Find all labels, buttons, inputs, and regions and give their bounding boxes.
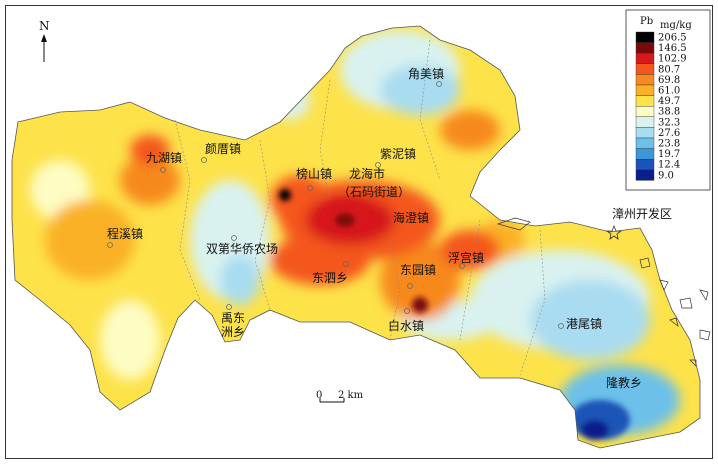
marker-dongyuan xyxy=(407,283,413,289)
legend-value: 19.7 xyxy=(658,149,680,160)
label-bangshan: 榜山镇 xyxy=(296,166,332,181)
label-zini: 紫泥镇 xyxy=(380,147,416,161)
label-gangwei: 港尾镇 xyxy=(566,317,602,331)
marker-jiuhu xyxy=(160,167,166,173)
islands xyxy=(496,217,711,367)
legend-value: 38.8 xyxy=(658,107,680,118)
legend-swatches: 206.5146.5102.980.769.861.049.738.832.32… xyxy=(635,31,687,181)
label-baishui: 白水镇 xyxy=(388,318,424,333)
label-shuangdi: 双第华侨农场 xyxy=(206,242,278,256)
label-shima: （石码街道） xyxy=(338,185,410,199)
north-arrow: N xyxy=(39,19,50,62)
place-labels: 角美镇 九湖镇 颜厝镇 紫泥镇 榜山镇 龙海市 （石码街道） 海澄镇 程溪镇 双… xyxy=(107,67,672,390)
marker-dongsi xyxy=(343,261,349,267)
label-yanxiu: 颜厝镇 xyxy=(205,141,241,156)
legend-swatch xyxy=(635,127,655,139)
marker-jiaomei xyxy=(436,81,442,87)
legend-swatch xyxy=(635,31,655,43)
legend-element: Pb xyxy=(640,16,653,27)
legend-value: 69.8 xyxy=(658,75,680,86)
marker-gangwei xyxy=(558,323,564,329)
legend-swatch xyxy=(635,148,655,160)
legend-swatch xyxy=(635,137,655,149)
legend-swatch xyxy=(635,158,655,170)
label-haicheng: 海澄镇 xyxy=(393,210,429,225)
legend-swatch xyxy=(635,63,655,75)
scale-bar: 0 2 km xyxy=(316,390,364,403)
scale-start: 0 xyxy=(316,390,322,401)
legend-value: 61.0 xyxy=(658,86,680,97)
legend-swatch xyxy=(635,53,655,65)
legend-value: 206.5 xyxy=(658,33,687,44)
legend-value: 12.4 xyxy=(658,160,680,171)
legend-value: 32.3 xyxy=(658,117,680,128)
legend-value: 146.5 xyxy=(658,43,687,54)
label-jiaomei: 角美镇 xyxy=(408,67,444,81)
north-label: N xyxy=(39,19,50,33)
marker-yudong xyxy=(226,304,232,310)
legend-value: 9.0 xyxy=(658,170,674,181)
legend-swatch xyxy=(635,74,655,86)
legend-value: 49.7 xyxy=(658,96,680,107)
label-chengxi: 程溪镇 xyxy=(107,226,143,241)
legend-swatch xyxy=(635,42,655,54)
marker-shuangdi xyxy=(231,235,237,241)
legend-swatch xyxy=(635,105,655,117)
label-longhai: 龙海市 xyxy=(349,166,385,181)
legend-value: 80.7 xyxy=(658,64,680,75)
legend-value: 27.6 xyxy=(658,128,680,139)
label-dongsi: 东泗乡 xyxy=(312,271,348,285)
legend-swatch xyxy=(635,84,655,96)
label-yudong-1: 禹东 xyxy=(221,311,245,325)
label-dongyuan: 东园镇 xyxy=(400,263,436,277)
legend-swatch xyxy=(635,116,655,128)
legend-value: 23.8 xyxy=(658,139,680,150)
place-markers xyxy=(107,81,564,329)
legend-swatch xyxy=(635,169,655,181)
label-zhangzhou-dev: 漳州开发区 xyxy=(612,206,672,221)
legend-value: 102.9 xyxy=(658,54,687,65)
label-jiuhu: 九湖镇 xyxy=(146,150,182,165)
marker-baishui xyxy=(404,308,410,314)
marker-bangshan xyxy=(307,185,313,191)
township-boundaries xyxy=(174,39,546,376)
legend: Pb mg/kg 206.5146.5102.980.769.861.049.7… xyxy=(625,9,711,191)
marker-chengxi xyxy=(107,242,113,248)
legend-unit: mg/kg xyxy=(660,20,692,31)
marker-zini xyxy=(375,162,381,168)
marker-yanxiu xyxy=(201,157,207,163)
scale-end: 2 km xyxy=(338,390,364,401)
label-yudong-2: 洲乡 xyxy=(221,325,245,339)
label-longjiao: 隆教乡 xyxy=(606,375,642,390)
legend-swatch xyxy=(635,95,655,107)
marker-fugong xyxy=(459,263,465,269)
dev-zone-star-icon xyxy=(605,224,623,240)
label-fugong: 浮宫镇 xyxy=(448,250,484,265)
